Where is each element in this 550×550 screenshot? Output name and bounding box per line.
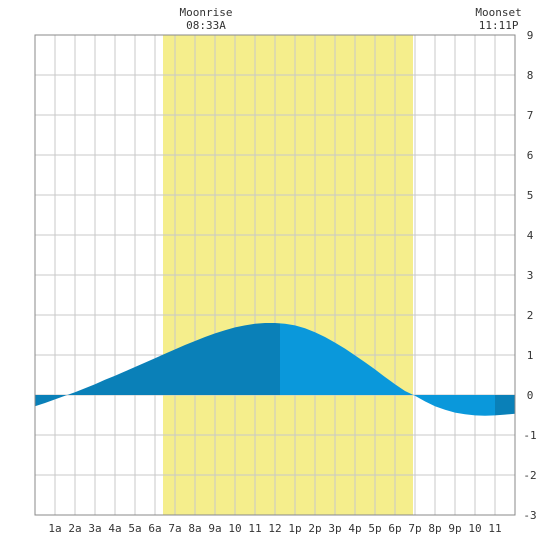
x-tick-label: 6p [388,522,401,535]
x-tick-label: 2a [68,522,81,535]
tide-area-dark [35,323,280,407]
x-tick-label: 7a [168,522,181,535]
y-tick-label: 8 [527,69,534,82]
x-tick-label: 3a [88,522,101,535]
x-tick-label: 6a [148,522,161,535]
y-tick-label: 6 [527,149,534,162]
x-tick-label: 4p [348,522,361,535]
y-tick-label: 4 [527,229,534,242]
y-tick-label: 7 [527,109,534,122]
x-tick-label: 12 [268,522,281,535]
moonrise-label: Moonrise [180,6,233,19]
x-tick-label: 3p [328,522,341,535]
tide-area-light [280,323,495,416]
moonrise-time: 08:33A [186,19,226,32]
moonset-label: Moonset [475,6,521,19]
y-tick-label: -1 [523,429,536,442]
x-tick-label: 11 [248,522,261,535]
moonset-time: 11:11P [479,19,519,32]
x-tick-label: 1a [48,522,61,535]
y-tick-label: 0 [527,389,534,402]
y-tick-label: 1 [527,349,534,362]
x-tick-label: 10 [228,522,241,535]
x-tick-label: 4a [108,522,121,535]
y-tick-label: 2 [527,309,534,322]
y-tick-label: 9 [527,29,534,42]
plot-frame [34,34,516,516]
y-tick-label: 5 [527,189,534,202]
x-tick-label: 9a [208,522,221,535]
x-tick-label: 8a [188,522,201,535]
x-tick-label: 5a [128,522,141,535]
x-tick-label: 2p [308,522,321,535]
y-tick-label: 3 [527,269,534,282]
x-tick-label: 10 [468,522,481,535]
x-tick-label: 7p [408,522,421,535]
x-tick-label: 9p [448,522,461,535]
y-tick-label: -3 [523,509,536,522]
x-tick-label: 8p [428,522,441,535]
x-tick-label: 1p [288,522,301,535]
tide-area-dark [495,395,515,416]
x-tick-label: 11 [488,522,501,535]
y-tick-label: -2 [523,469,536,482]
x-tick-label: 5p [368,522,381,535]
